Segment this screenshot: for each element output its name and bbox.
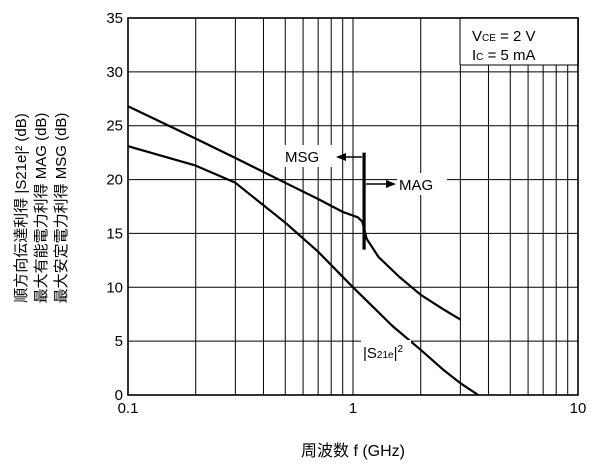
msg-arrow-head: [336, 153, 346, 161]
condition-vce: VCE = 2 V: [472, 28, 536, 45]
plot-frame: [127, 17, 579, 396]
chart-series: [127, 105, 479, 396]
y-tick-label: 20: [106, 172, 123, 189]
condition-ic: IC = 5 mA: [472, 47, 536, 64]
chart-annotations: VCE = 2 V IC = 5 mA MSG MAG |S21e|2: [282, 28, 536, 364]
chart-labels: 周波数 f (GHz) 順方向伝達利得 |S21e|² (dB) 最大有能電力利得 …: [13, 113, 405, 460]
x-tick-label: 1: [349, 400, 357, 417]
conditions-box-bg: [460, 18, 578, 65]
s21-label-bg: [361, 340, 411, 364]
x-axis-label: 周波数 f (GHz): [301, 442, 405, 460]
y-axis-label: 順方向伝達利得 |S21e|² (dB): [13, 113, 30, 303]
y-tick-label: 15: [106, 225, 123, 242]
y-axis-label: 最大有能電力利得 MAG (dB): [33, 113, 50, 304]
y-axis-label: 最大安定電力利得 MSG (dB): [53, 113, 70, 304]
y-tick-label: 5: [115, 333, 123, 350]
msg-mag-line: [127, 105, 461, 321]
msg-label-bg: [282, 145, 334, 167]
y-tick-label: 10: [106, 279, 123, 296]
s21e-label: |S21e|2: [363, 344, 404, 362]
x-tick-label: 0.1: [118, 400, 139, 417]
y-tick-label: 0: [115, 387, 123, 404]
x-tick-label: 10: [570, 400, 587, 417]
y-tick-label: 25: [106, 118, 123, 135]
chart-ticks: 0 5 10 15 20 25 30 35 0.1 1 10: [106, 10, 586, 417]
y-tick-label: 30: [106, 64, 123, 81]
msg-label: MSG: [285, 149, 319, 166]
s21e-line: [127, 145, 479, 396]
chart-grid: [127, 17, 579, 396]
mag-label: MAG: [399, 177, 433, 194]
y-tick-label: 35: [106, 10, 123, 27]
mag-arrow-head: [386, 180, 396, 188]
mag-label-bg: [397, 173, 447, 195]
